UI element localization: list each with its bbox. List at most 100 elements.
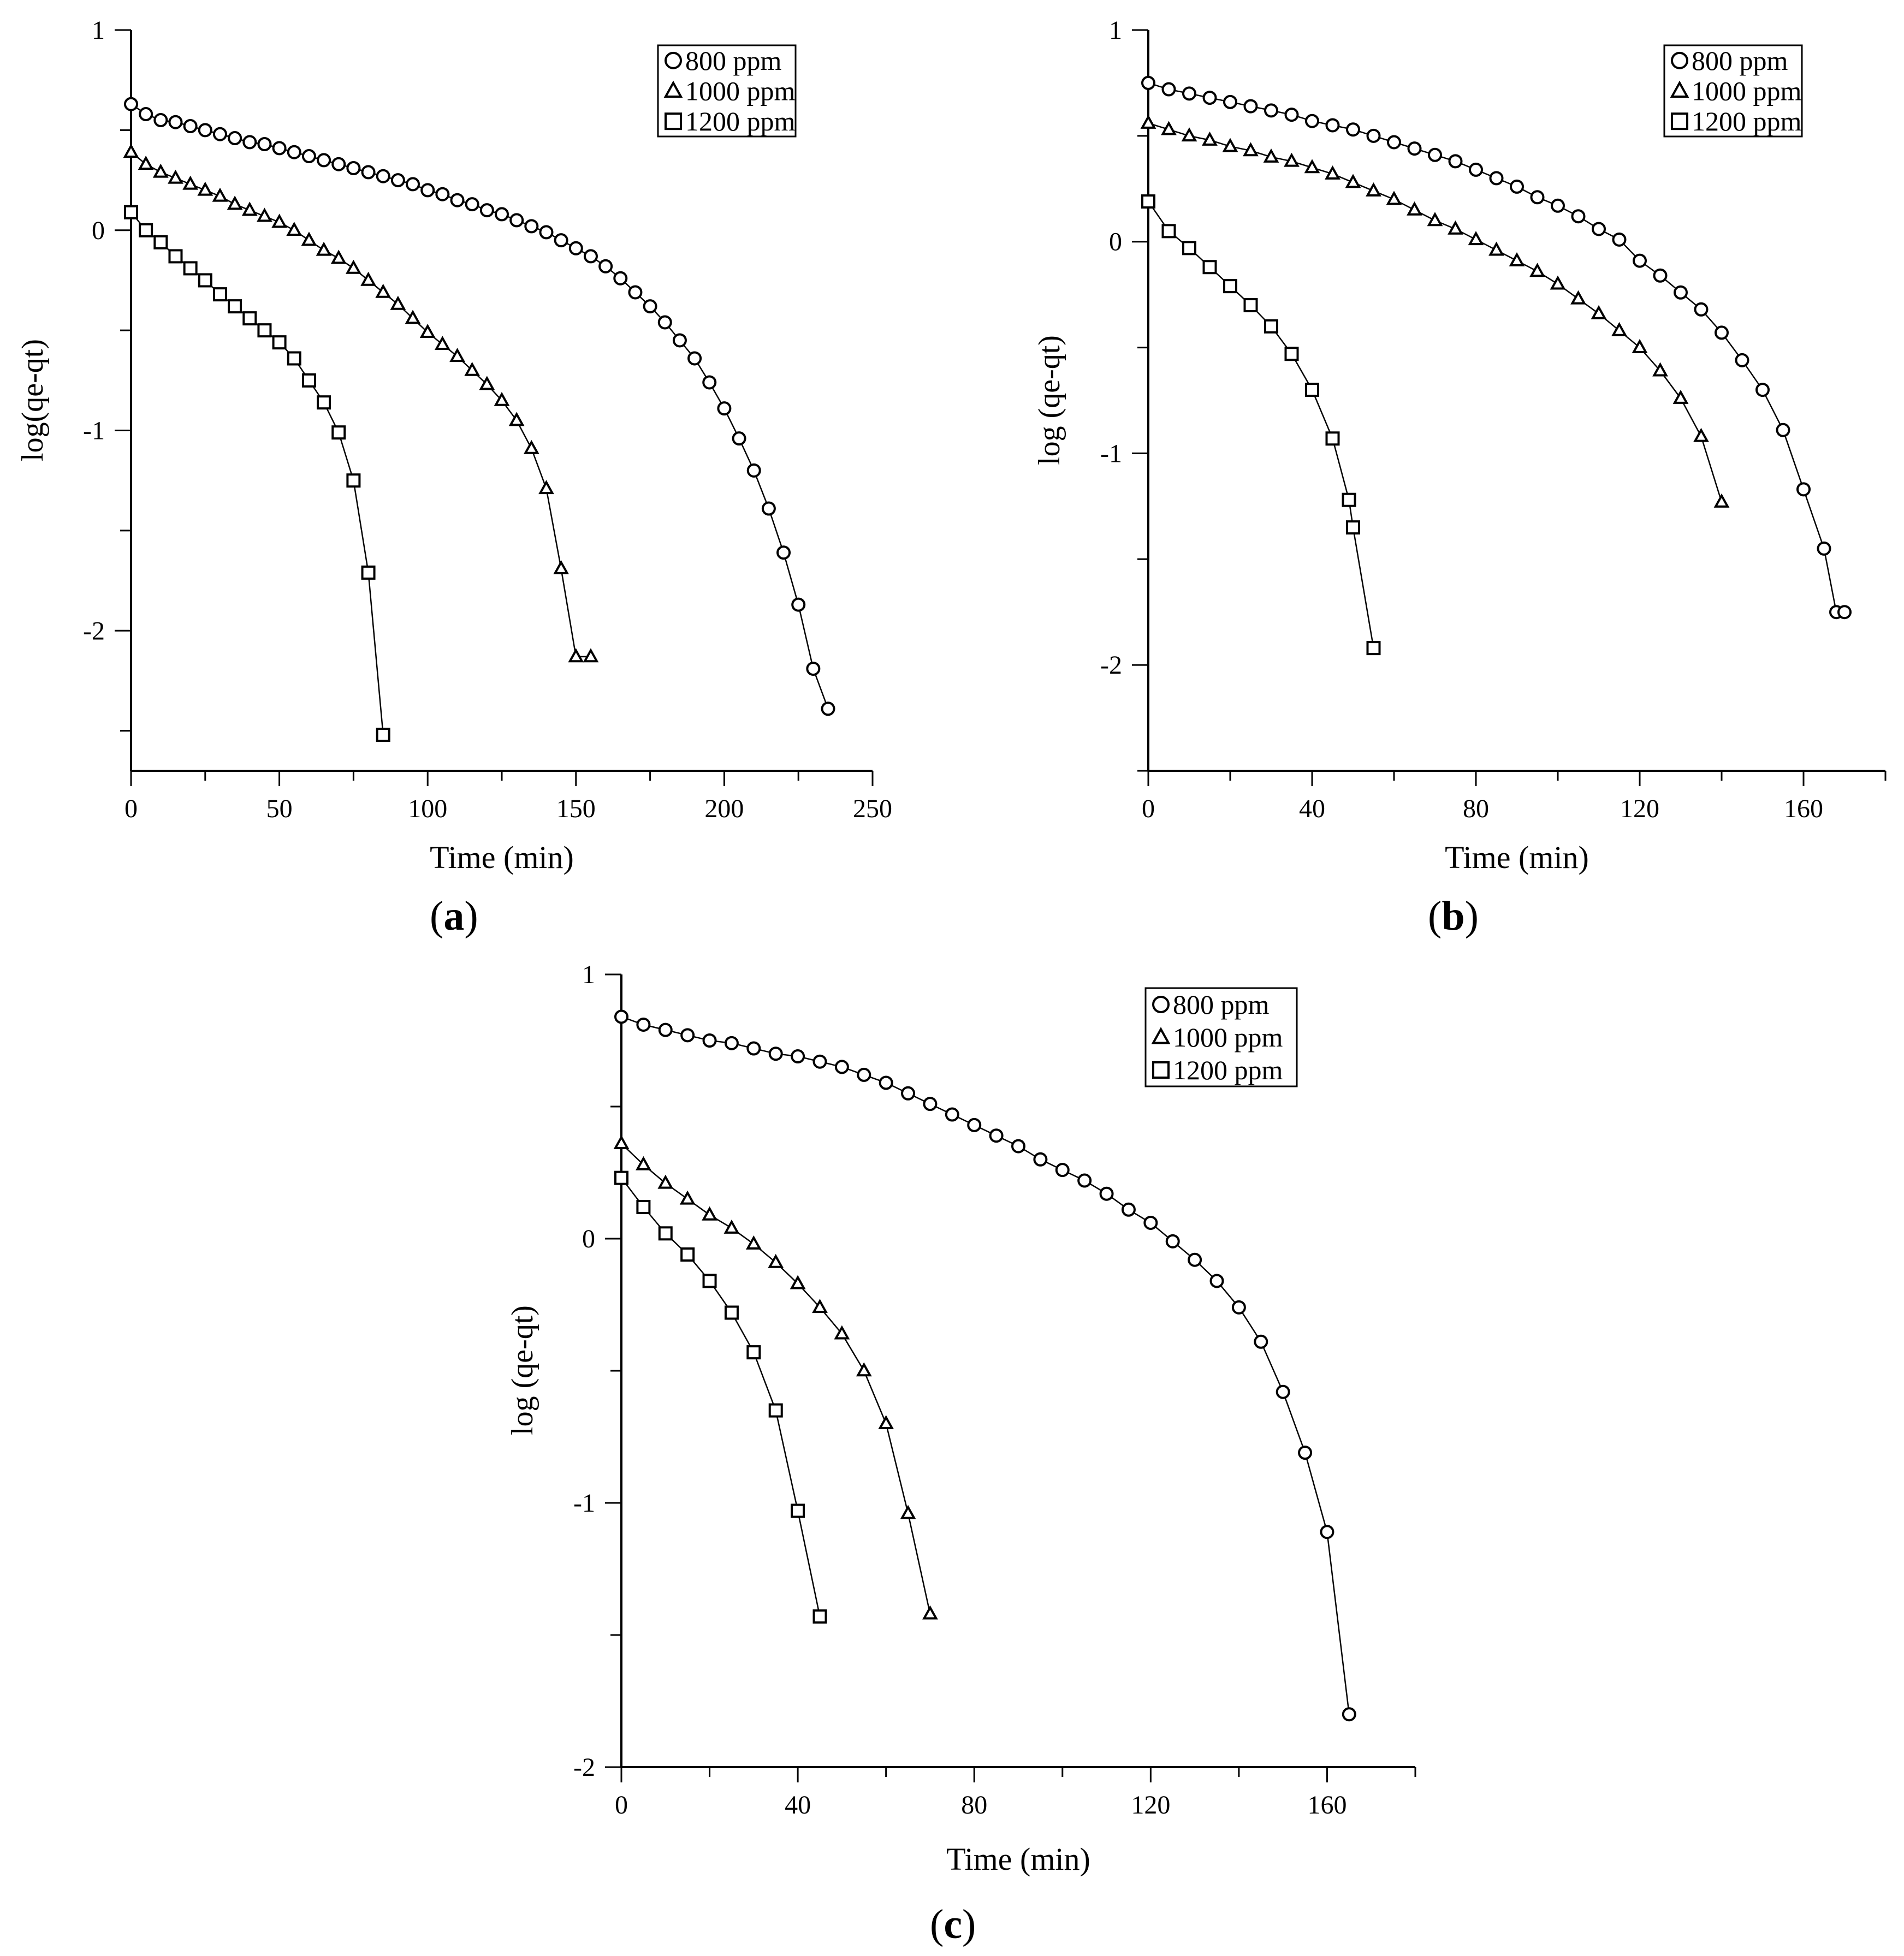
data-point	[1713, 493, 1730, 508]
data-point	[554, 233, 568, 248]
data-point	[806, 661, 821, 676]
data-point	[1165, 1234, 1180, 1248]
data-point	[1202, 131, 1218, 146]
data-point	[1055, 1163, 1070, 1178]
data-point	[1571, 209, 1586, 224]
data-point	[1592, 222, 1606, 236]
series-1000-ppm	[123, 144, 599, 663]
data-point	[1346, 122, 1360, 137]
data-point	[1612, 232, 1627, 247]
data-point	[1284, 152, 1300, 167]
data-point	[834, 1325, 850, 1340]
data-point	[614, 1170, 628, 1185]
legend-triangle-icon	[1670, 80, 1689, 98]
data-point	[1837, 605, 1852, 620]
data-point	[1161, 224, 1176, 239]
data-point	[1188, 1252, 1202, 1267]
data-point	[419, 324, 436, 338]
series-line	[131, 211, 384, 735]
legend-entry: 1000 ppm	[685, 76, 796, 106]
data-point	[257, 207, 272, 222]
data-point	[330, 249, 347, 264]
data-point	[1304, 159, 1320, 174]
data-point	[346, 161, 361, 176]
data-point	[723, 1219, 740, 1234]
data-point	[1223, 94, 1237, 109]
data-point	[242, 311, 257, 326]
legend-box	[1144, 987, 1298, 1087]
data-point	[360, 271, 376, 286]
data-point	[636, 1199, 651, 1214]
data-point	[568, 241, 583, 255]
data-point	[227, 195, 243, 210]
data-point	[812, 1299, 828, 1313]
data-point	[1305, 114, 1319, 128]
data-point	[1161, 82, 1176, 97]
data-point	[768, 1253, 784, 1268]
data-point	[301, 373, 316, 388]
legend-entry: 1200 ppm	[685, 106, 796, 136]
legend-entry: 800 ppm	[1692, 45, 1788, 76]
data-point	[1345, 174, 1361, 188]
x-tick-label: 0	[615, 1791, 628, 1820]
data-point	[1143, 1215, 1158, 1230]
data-point	[1632, 338, 1648, 353]
data-point	[746, 463, 761, 478]
data-point	[1366, 641, 1381, 656]
legend-square-icon	[1671, 112, 1688, 130]
data-point	[331, 157, 346, 171]
data-point	[776, 545, 791, 560]
y-tick-label: 1	[1109, 16, 1122, 45]
data-point	[821, 701, 835, 716]
data-point	[1342, 1707, 1356, 1722]
data-point	[450, 193, 465, 207]
data-point	[761, 501, 776, 516]
x-tick-label: 0	[1142, 794, 1155, 823]
data-point	[405, 310, 421, 324]
data-point	[168, 249, 183, 264]
data-point	[680, 1028, 695, 1043]
data-point	[1489, 171, 1504, 186]
y-axis-label: log(qe-qt)	[16, 339, 50, 461]
data-point	[657, 1174, 674, 1189]
data-point	[1468, 231, 1484, 246]
data-point	[494, 391, 510, 406]
data-point	[657, 315, 672, 330]
series-1200-ppm	[614, 1170, 827, 1624]
data-point	[420, 183, 435, 198]
data-point	[1121, 1202, 1136, 1217]
data-point	[1140, 114, 1156, 129]
data-point	[791, 597, 806, 612]
data-point	[635, 1156, 651, 1170]
data-point	[812, 1054, 827, 1069]
data-point	[1263, 148, 1279, 163]
data-point	[1264, 103, 1278, 118]
data-point	[1342, 492, 1356, 507]
data-point	[434, 336, 450, 350]
data-point	[301, 231, 317, 246]
chart-panel-a: 0 50 100 150 200 250 1 0 -1 -2 Time (min) log(qe-qt…	[16, 16, 892, 875]
data-point	[1550, 275, 1566, 290]
data-point	[465, 197, 479, 212]
data-point	[1181, 127, 1197, 142]
x-tick-label: 120	[1620, 794, 1659, 823]
data-point	[553, 560, 570, 574]
data-point	[1099, 1186, 1114, 1201]
data-point	[583, 648, 599, 663]
x-tick-label: 120	[1131, 1791, 1170, 1820]
x-tick-label: 160	[1784, 794, 1823, 823]
data-point	[272, 141, 287, 156]
data-point	[375, 283, 392, 298]
data-point	[168, 115, 183, 129]
series-line	[1148, 122, 1723, 502]
data-point	[509, 213, 524, 228]
data-point	[672, 333, 687, 348]
data-point	[967, 1117, 982, 1132]
data-point	[1386, 191, 1402, 205]
data-point	[1693, 427, 1709, 442]
data-point	[1469, 162, 1483, 177]
data-point	[152, 163, 169, 178]
data-point	[271, 213, 287, 228]
series-line	[1148, 82, 1844, 613]
x-tick-label: 40	[1299, 794, 1325, 823]
